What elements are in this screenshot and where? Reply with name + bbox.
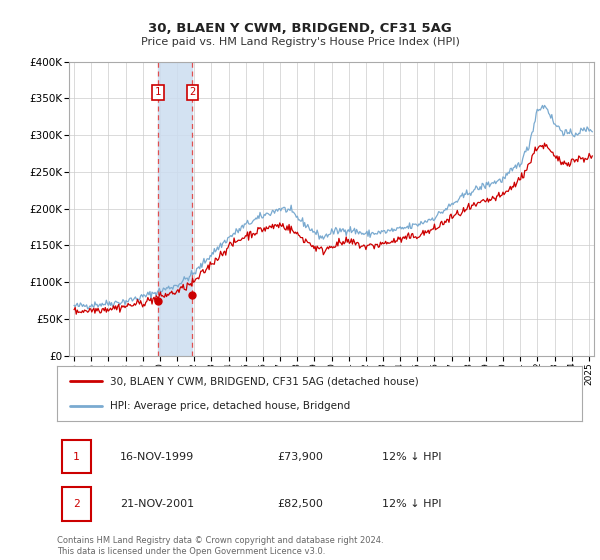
Text: 1: 1	[73, 452, 80, 461]
Text: 16-NOV-1999: 16-NOV-1999	[120, 452, 194, 461]
Text: 1: 1	[155, 87, 161, 97]
Text: 12% ↓ HPI: 12% ↓ HPI	[383, 452, 442, 461]
Text: HPI: Average price, detached house, Bridgend: HPI: Average price, detached house, Brid…	[110, 402, 350, 411]
FancyBboxPatch shape	[62, 440, 91, 474]
Text: Price paid vs. HM Land Registry's House Price Index (HPI): Price paid vs. HM Land Registry's House …	[140, 37, 460, 47]
FancyBboxPatch shape	[62, 487, 91, 521]
Text: £73,900: £73,900	[277, 452, 323, 461]
Text: 2: 2	[189, 87, 196, 97]
Text: £82,500: £82,500	[277, 499, 323, 508]
Bar	[158, 62, 193, 356]
Text: 2: 2	[73, 499, 80, 508]
Text: 12% ↓ HPI: 12% ↓ HPI	[383, 499, 442, 508]
Text: 30, BLAEN Y CWM, BRIDGEND, CF31 5AG (detached house): 30, BLAEN Y CWM, BRIDGEND, CF31 5AG (det…	[110, 376, 418, 386]
Text: 21-NOV-2001: 21-NOV-2001	[120, 499, 194, 508]
Text: 30, BLAEN Y CWM, BRIDGEND, CF31 5AG: 30, BLAEN Y CWM, BRIDGEND, CF31 5AG	[148, 22, 452, 35]
Text: Contains HM Land Registry data © Crown copyright and database right 2024.
This d: Contains HM Land Registry data © Crown c…	[57, 536, 383, 556]
